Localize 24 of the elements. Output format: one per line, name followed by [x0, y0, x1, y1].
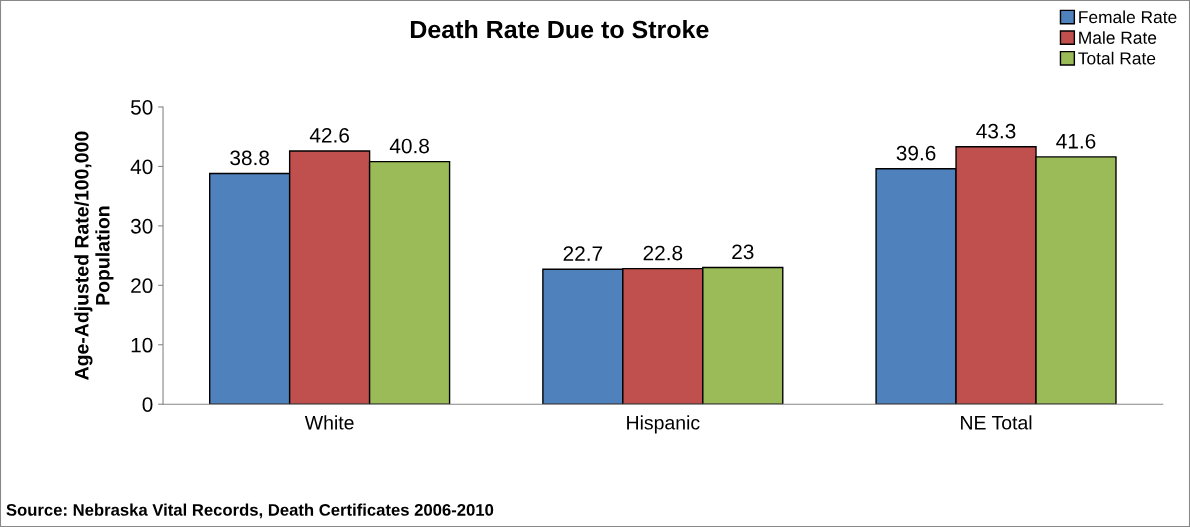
data-label: 43.3: [976, 123, 1016, 139]
y-tick-label: 50: [130, 99, 153, 115]
data-label: 22.8: [643, 245, 683, 261]
y-axis-title: Age-Adjusted Rate/100,000 Population: [74, 131, 114, 380]
y-tick-label: 40: [130, 159, 153, 175]
legend-label: Total Rate: [1078, 51, 1156, 65]
data-label: 41.6: [1056, 133, 1096, 149]
x-tick-label: Hispanic: [627, 415, 700, 434]
legend-label: Female Rate: [1079, 10, 1177, 24]
chart-title: Death Rate Due to Stroke: [410, 19, 709, 39]
data-label: 38.8: [230, 150, 270, 166]
y-tick-label: 30: [130, 218, 153, 234]
y-tick-label: 0: [142, 397, 153, 412]
x-tick-label: White: [304, 415, 354, 430]
data-label: 42.6: [309, 127, 349, 143]
data-label: 22.7: [563, 246, 603, 261]
x-tick-label: NE Total: [961, 415, 1032, 430]
data-label: 40.8: [389, 138, 429, 154]
data-label: 39.6: [896, 145, 936, 161]
legend-label: Male Rate: [1079, 31, 1157, 44]
source-note: Source: Nebraska Vital Records, Death Certificates 2006-2010: [6, 503, 494, 519]
y-tick-label: 10: [131, 337, 153, 353]
y-tick-label: 20: [131, 278, 153, 294]
data-label: 23: [732, 244, 754, 260]
